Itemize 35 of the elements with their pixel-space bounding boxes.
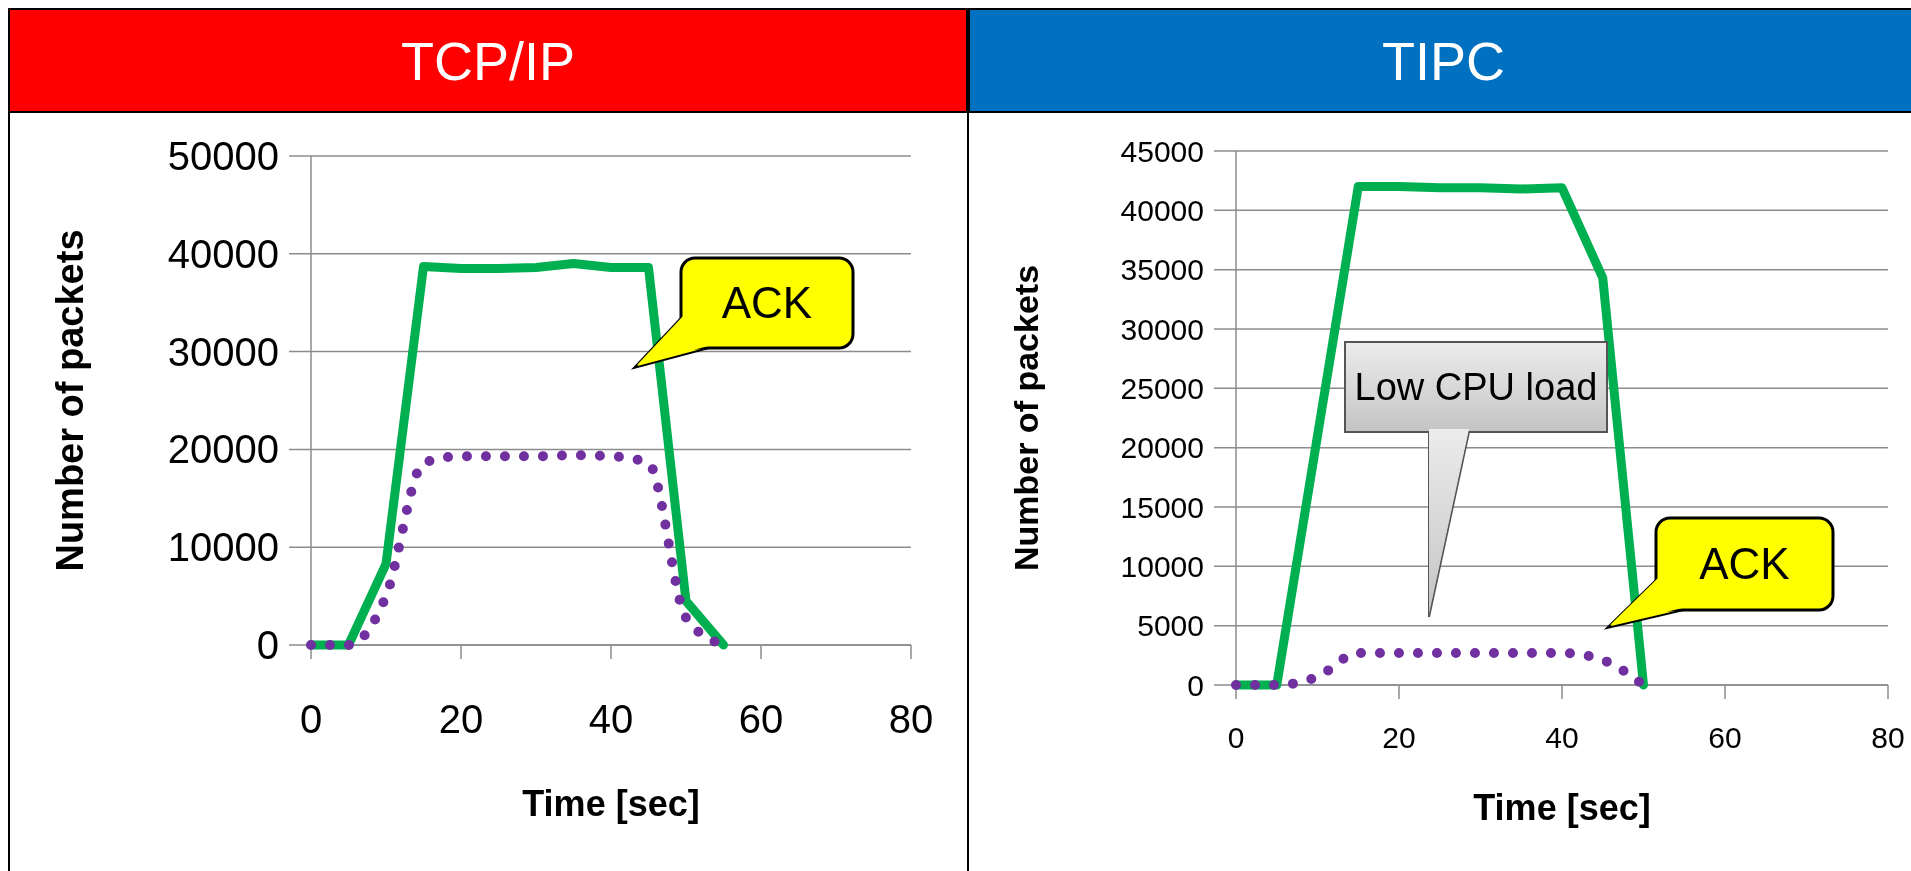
y-tick-label: 10000	[1120, 549, 1204, 583]
x-axis-title: Time [sec]	[1473, 787, 1651, 828]
x-tick-label: 40	[588, 697, 634, 741]
x-tick-label: 40	[1545, 721, 1579, 754]
y-tick-label: 40000	[1120, 193, 1204, 227]
y-tick-label: 15000	[1120, 490, 1204, 524]
x-tick-label: 60	[738, 697, 784, 741]
annotation: Low CPU load	[1354, 366, 1598, 409]
y-axis-title: Number of packets	[49, 229, 91, 572]
y-tick-label: 30000	[1120, 312, 1204, 346]
y-tick-label: 10000	[167, 525, 279, 570]
y-axis-title: Number of packets	[1007, 264, 1045, 572]
chart-title: TCP/IP	[400, 31, 576, 92]
y-tick-label: 45000	[1120, 134, 1204, 168]
chart-title: TIPC	[1381, 31, 1506, 92]
x-tick-label: 20	[1382, 721, 1416, 754]
x-tick-label: 80	[888, 697, 934, 741]
x-tick-label: 80	[1871, 721, 1905, 754]
y-tick-label: 25000	[1120, 371, 1204, 405]
y-tick-label: 50000	[167, 134, 279, 178]
y-tick-label: 0	[1187, 668, 1204, 702]
x-tick-label: 20	[438, 697, 484, 741]
y-tick-label: 0	[256, 623, 279, 667]
y-tick-label: 20000	[167, 427, 279, 472]
annotation: ACK	[721, 278, 813, 328]
y-tick-label: 30000	[167, 329, 279, 374]
annotation: ACK	[1699, 539, 1790, 589]
x-axis-title: Time [sec]	[522, 783, 700, 824]
y-tick-label: 40000	[167, 231, 279, 276]
y-tick-label: 20000	[1120, 431, 1204, 465]
y-tick-label: 35000	[1120, 253, 1204, 287]
x-tick-label: 0	[1227, 721, 1245, 754]
y-tick-label: 5000	[1137, 609, 1204, 643]
x-tick-label: 60	[1708, 721, 1742, 754]
x-tick-label: 0	[299, 697, 323, 741]
